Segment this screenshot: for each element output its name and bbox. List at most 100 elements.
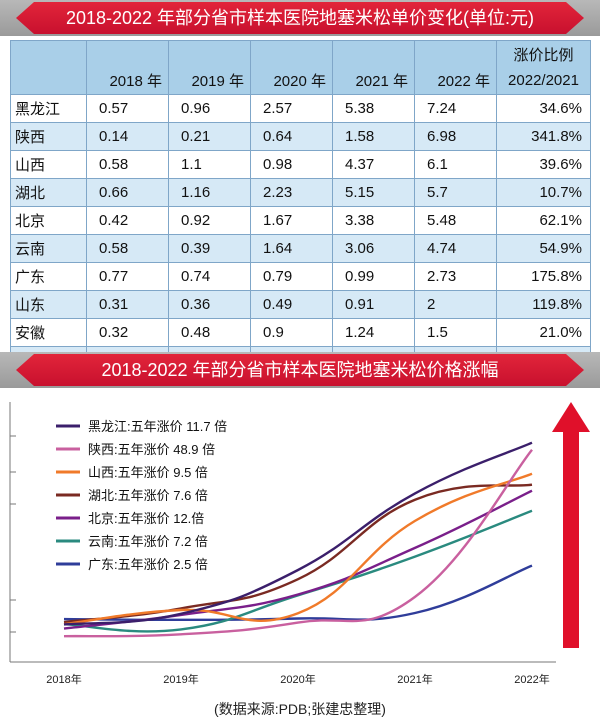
ratio-cell: 10.7% (496, 178, 591, 207)
price-cell: 4.37 (332, 150, 415, 179)
price-cell: 1.16 (168, 178, 251, 207)
price-cell: 6.98 (414, 122, 497, 151)
price-cell: 3.06 (332, 234, 415, 263)
price-cell: 0.58 (86, 150, 169, 179)
price-cell: 0.74 (168, 262, 251, 291)
price-cell: 1.1 (168, 150, 251, 179)
legend-label: 山西:五年涨价 9.5 倍 (88, 465, 208, 480)
price-cell: 3.38 (332, 206, 415, 235)
legend-label: 湖北:五年涨价 7.6 倍 (88, 488, 208, 503)
price-cell: 1.24 (332, 318, 415, 347)
table-row: 湖北 0.66 1.16 2.23 5.15 5.7 10.7% (10, 178, 591, 207)
price-cell: 0.14 (86, 122, 169, 151)
price-cell: 0.77 (86, 262, 169, 291)
table-title-banner: 2018-2022 年部分省市样本医院地塞米松单价变化(单位:元) (0, 0, 600, 36)
x-tick-label: 2020年 (280, 672, 315, 686)
ratio-cell: 119.8% (496, 290, 591, 319)
price-cell: 2.57 (250, 94, 333, 123)
region-cell: 山西 (10, 150, 87, 179)
region-cell: 山东 (10, 290, 87, 319)
table-row: 云南 0.58 0.39 1.64 3.06 4.74 54.9% (10, 234, 591, 263)
price-cell: 0.49 (250, 290, 333, 319)
price-cell: 2 (414, 290, 497, 319)
region-cell: 安徽 (10, 318, 87, 347)
header-spacer (250, 40, 333, 67)
price-cell: 2.23 (250, 178, 333, 207)
table-row: 黑龙江 0.57 0.96 2.57 5.38 7.24 34.6% (10, 94, 591, 123)
column-header-2018: 2018 年 (86, 67, 169, 95)
region-cell: 湖北 (10, 178, 87, 207)
column-header-2020: 2020 年 (250, 67, 333, 95)
price-cell: 0.96 (168, 94, 251, 123)
price-cell: 5.38 (332, 94, 415, 123)
price-cell: 0.92 (168, 206, 251, 235)
ratio-cell: 175.8% (496, 262, 591, 291)
table-corner-cell (10, 40, 87, 95)
chart-legend: 黑龙江:五年涨价 11.7 倍陕西:五年涨价 48.9 倍山西:五年涨价 9.5… (56, 419, 227, 572)
header-spacer (168, 40, 251, 67)
series-line (63, 472, 533, 626)
price-cell: 0.99 (332, 262, 415, 291)
legend-label: 陕西:五年涨价 48.9 倍 (88, 442, 215, 457)
ratio-cell: 39.6% (496, 150, 591, 179)
series-line (63, 449, 533, 638)
price-table: 涨价比例 2018 年 2019 年 2020 年 2021 年 2022 年 … (10, 40, 591, 375)
price-cell: 0.57 (86, 94, 169, 123)
price-cell: 0.79 (250, 262, 333, 291)
arrow-head (552, 402, 590, 432)
table-header-row: 涨价比例 (10, 40, 591, 95)
column-header-2021: 2021 年 (332, 67, 415, 95)
ratio-cell: 62.1% (496, 206, 591, 235)
region-cell: 黑龙江 (10, 94, 87, 123)
table-row: 北京 0.42 0.92 1.67 3.38 5.48 62.1% (10, 206, 591, 235)
price-cell: 0.48 (168, 318, 251, 347)
ratio-cell: 21.0% (496, 318, 591, 347)
banner-red-ribbon (16, 354, 584, 386)
price-cell: 0.31 (86, 290, 169, 319)
price-cell: 5.15 (332, 178, 415, 207)
price-cell: 0.39 (168, 234, 251, 263)
chart-title: 2018-2022 年部分省市样本医院地塞米松价格涨幅 (101, 360, 499, 380)
price-cell: 0.32 (86, 318, 169, 347)
price-cell: 0.98 (250, 150, 333, 179)
price-cell: 5.7 (414, 178, 497, 207)
price-cell: 0.42 (86, 206, 169, 235)
ratio-cell: 341.8% (496, 122, 591, 151)
legend-label: 北京:五年涨价 12.倍 (88, 511, 204, 526)
price-cell: 0.9 (250, 318, 333, 347)
chart-lines (63, 441, 533, 638)
column-header-2019: 2019 年 (168, 67, 251, 95)
series-line (63, 483, 533, 624)
table-row: 安徽 0.32 0.48 0.9 1.24 1.5 21.0% (10, 318, 591, 347)
price-cell: 6.1 (414, 150, 497, 179)
price-cell: 0.91 (332, 290, 415, 319)
header-spacer (332, 40, 415, 67)
banner-red-ribbon (16, 2, 584, 34)
price-cell: 1.58 (332, 122, 415, 151)
price-cell: 1.5 (414, 318, 497, 347)
line-chart: 黑龙江:五年涨价 11.7 倍陕西:五年涨价 48.9 倍山西:五年涨价 9.5… (0, 392, 600, 722)
data-source-note: (数据来源:PDB;张建忠整理) (214, 701, 386, 717)
column-header-ratio: 涨价比例 (496, 40, 591, 67)
x-tick-label: 2019年 (163, 672, 198, 686)
x-tick-label: 2021年 (397, 672, 432, 686)
x-tick-label: 2022年 (514, 672, 549, 686)
price-cell: 5.48 (414, 206, 497, 235)
column-header-2022: 2022 年 (414, 67, 497, 95)
table-title: 2018-2022 年部分省市样本医院地塞米松单价变化(单位:元) (65, 8, 535, 28)
x-axis-ticks: 2018年 2019年 2020年 2021年 2022年 (46, 672, 549, 686)
header-spacer (414, 40, 497, 67)
price-cell: 4.74 (414, 234, 497, 263)
table-header-row-2: 2018 年 2019 年 2020 年 2021 年 2022 年 2022/… (11, 67, 591, 95)
table-row: 山西 0.58 1.1 0.98 4.37 6.1 39.6% (10, 150, 591, 179)
region-cell: 广东 (10, 262, 87, 291)
price-cell: 0.64 (250, 122, 333, 151)
arrow-shaft (563, 430, 579, 648)
header-spacer (86, 40, 169, 67)
legend-label: 黑龙江:五年涨价 11.7 倍 (88, 419, 227, 434)
price-cell: 0.66 (86, 178, 169, 207)
line-chart-svg: 黑龙江:五年涨价 11.7 倍陕西:五年涨价 48.9 倍山西:五年涨价 9.5… (9, 402, 590, 686)
price-cell: 0.58 (86, 234, 169, 263)
up-arrow (552, 402, 590, 648)
table-row: 山东 0.31 0.36 0.49 0.91 2 119.8% (10, 290, 591, 319)
